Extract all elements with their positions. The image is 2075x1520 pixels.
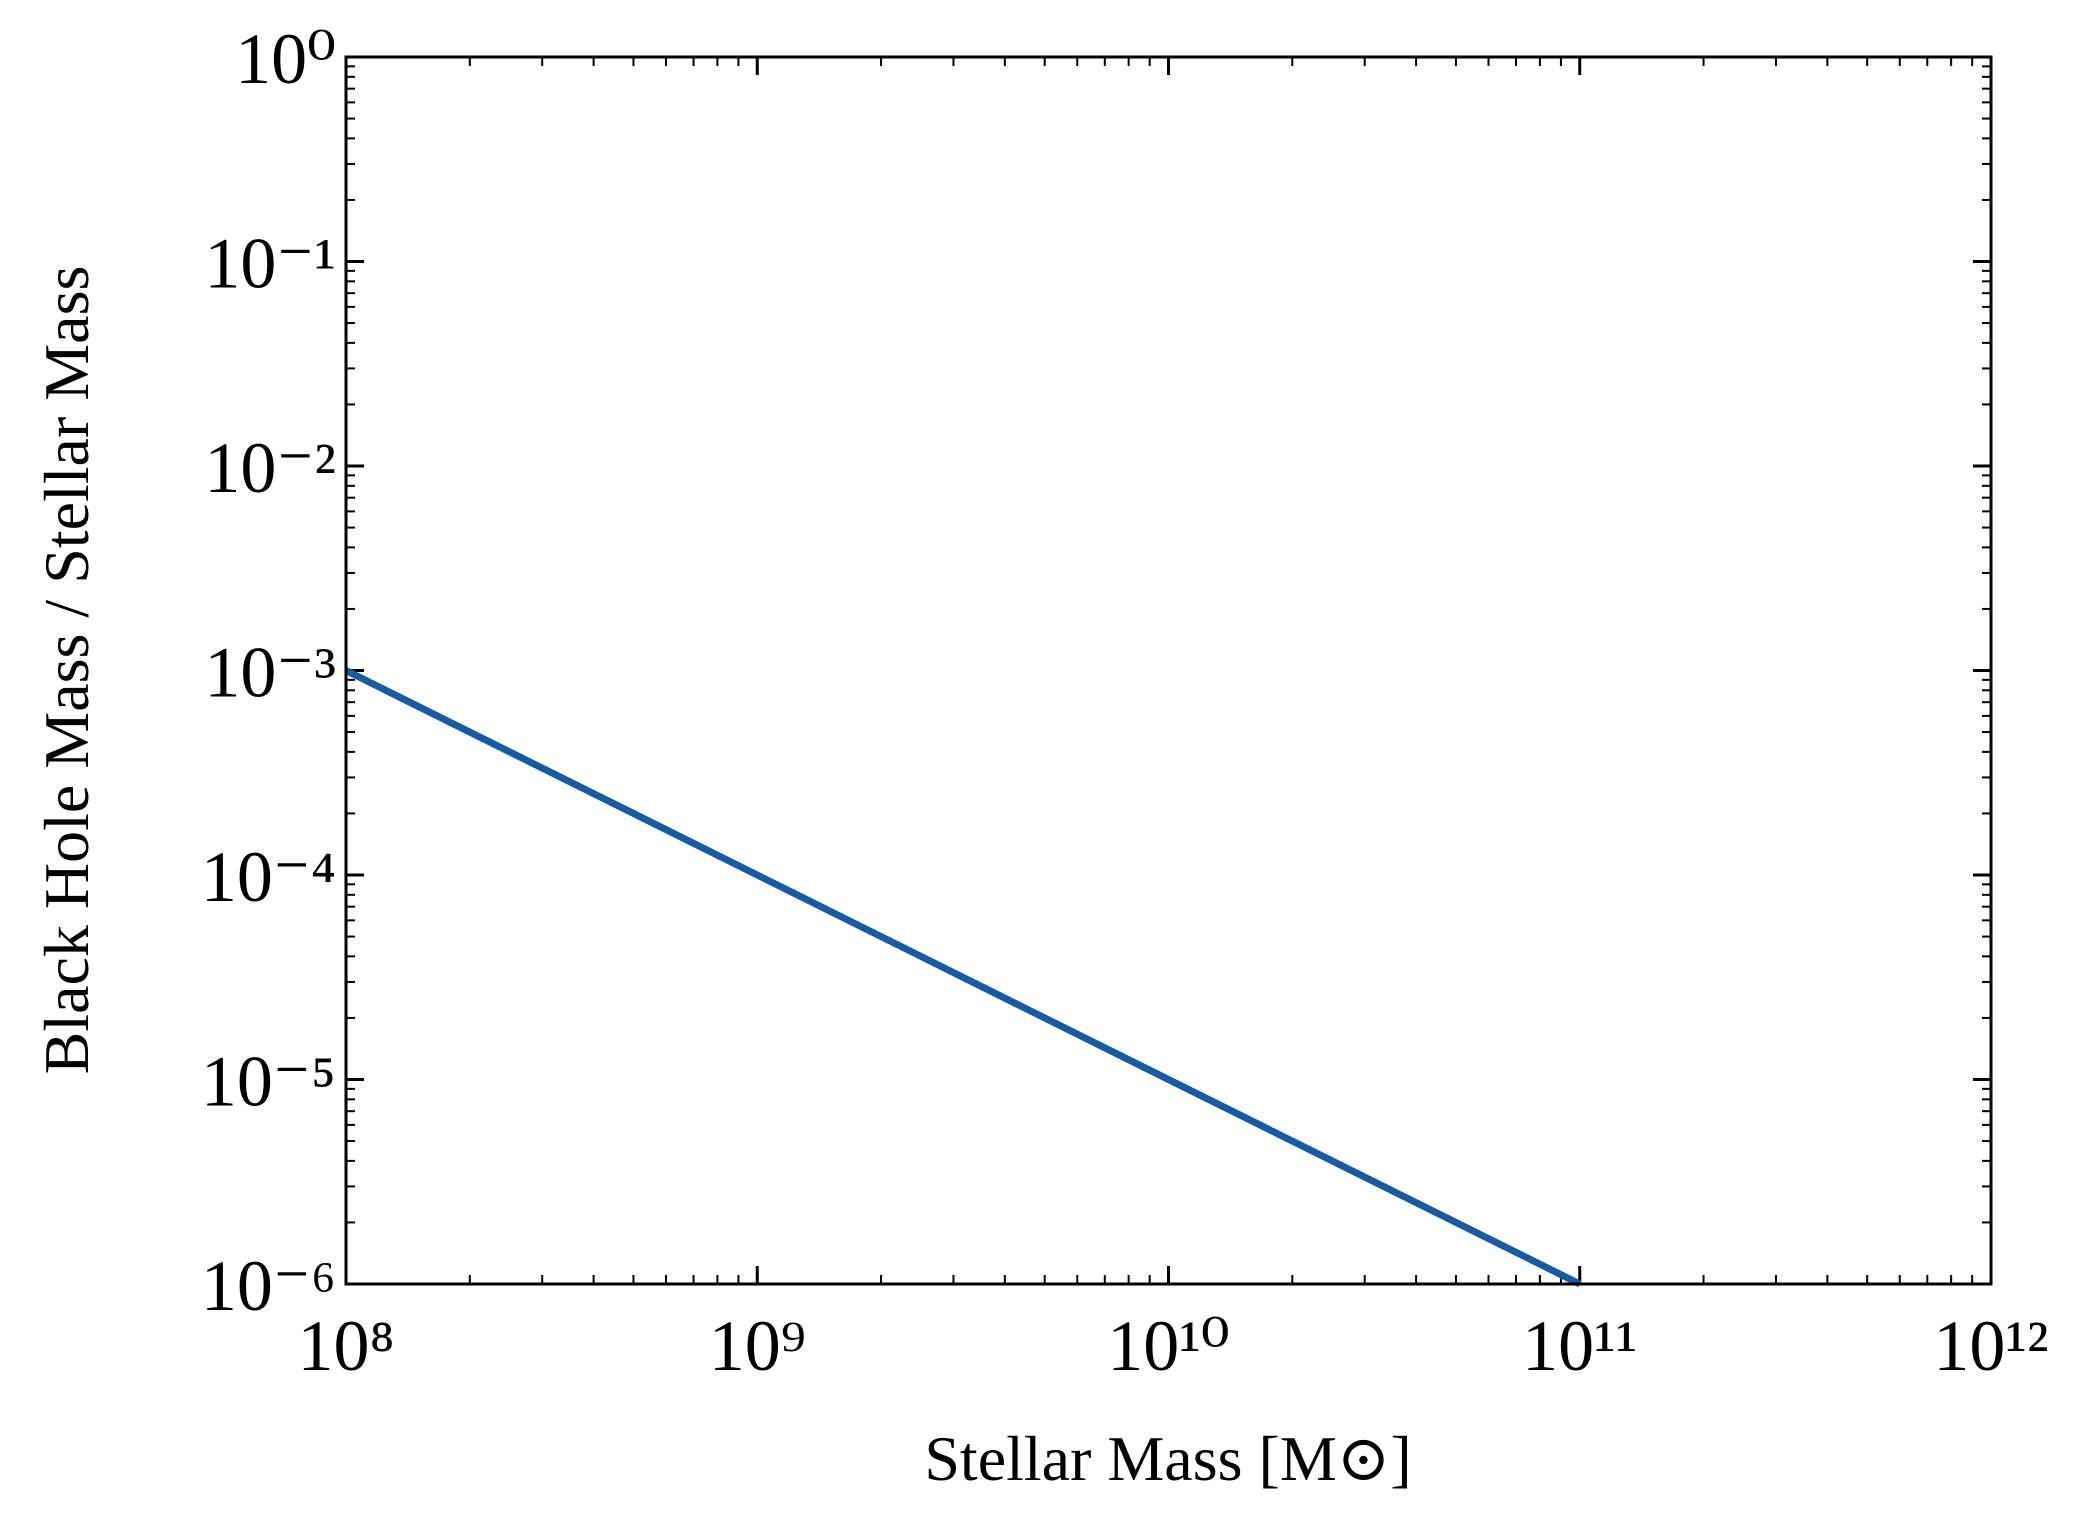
y-tick-label: 10⁻⁴: [201, 837, 336, 917]
y-tick-label: 10⁰: [235, 19, 336, 99]
plot-frame: [344, 55, 1993, 1286]
x-tick-label: 10¹⁰: [1107, 1306, 1229, 1386]
y-tick-label: 10⁻³: [204, 633, 336, 713]
y-tick-label: 10⁻⁵: [201, 1042, 336, 1122]
data-line: [344, 667, 1582, 1288]
x-tick-label: 10¹²: [1933, 1306, 2048, 1386]
x-tick-label: 10⁸: [297, 1306, 394, 1386]
y-tick-label: 10⁻⁶: [201, 1246, 336, 1326]
y-tick-label: 10⁻²: [204, 428, 336, 508]
y-tick-label: 10⁻¹: [204, 224, 336, 304]
x-axis-label: Stellar Mass [M⊙]: [924, 1423, 1411, 1494]
x-tick-label: 10⁹: [709, 1306, 806, 1386]
y-axis-label: Black Hole Mass / Stellar Mass: [31, 266, 102, 1075]
x-tick-label: 10¹¹: [1522, 1306, 1637, 1386]
